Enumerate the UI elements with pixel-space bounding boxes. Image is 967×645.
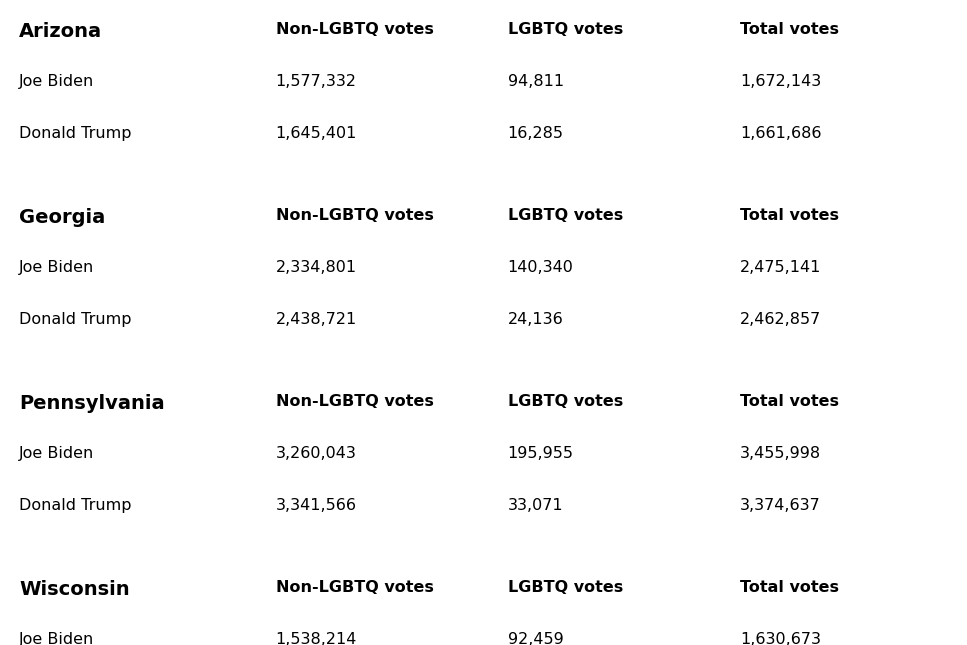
- Text: 1,661,686: 1,661,686: [740, 126, 821, 141]
- Text: 3,341,566: 3,341,566: [276, 498, 357, 513]
- Text: 24,136: 24,136: [508, 312, 564, 327]
- Text: Joe Biden: Joe Biden: [19, 74, 95, 89]
- Text: 2,462,857: 2,462,857: [740, 312, 821, 327]
- Text: 33,071: 33,071: [508, 498, 564, 513]
- Text: Joe Biden: Joe Biden: [19, 260, 95, 275]
- Text: 195,955: 195,955: [508, 446, 573, 461]
- Text: 140,340: 140,340: [508, 260, 573, 275]
- Text: 2,475,141: 2,475,141: [740, 260, 821, 275]
- Text: 2,438,721: 2,438,721: [276, 312, 357, 327]
- Text: Total votes: Total votes: [740, 208, 838, 223]
- Text: Non-LGBTQ votes: Non-LGBTQ votes: [276, 580, 433, 595]
- Text: Non-LGBTQ votes: Non-LGBTQ votes: [276, 22, 433, 37]
- Text: 1,645,401: 1,645,401: [276, 126, 357, 141]
- Text: Joe Biden: Joe Biden: [19, 632, 95, 645]
- Text: Total votes: Total votes: [740, 580, 838, 595]
- Text: LGBTQ votes: LGBTQ votes: [508, 208, 623, 223]
- Text: Non-LGBTQ votes: Non-LGBTQ votes: [276, 394, 433, 409]
- Text: LGBTQ votes: LGBTQ votes: [508, 394, 623, 409]
- Text: 16,285: 16,285: [508, 126, 564, 141]
- Text: Joe Biden: Joe Biden: [19, 446, 95, 461]
- Text: Total votes: Total votes: [740, 22, 838, 37]
- Text: Donald Trump: Donald Trump: [19, 498, 132, 513]
- Text: Pennsylvania: Pennsylvania: [19, 394, 165, 413]
- Text: 1,630,673: 1,630,673: [740, 632, 821, 645]
- Text: 2,334,801: 2,334,801: [276, 260, 357, 275]
- Text: Wisconsin: Wisconsin: [19, 580, 130, 599]
- Text: Arizona: Arizona: [19, 22, 103, 41]
- Text: 3,374,637: 3,374,637: [740, 498, 821, 513]
- Text: Total votes: Total votes: [740, 394, 838, 409]
- Text: 92,459: 92,459: [508, 632, 564, 645]
- Text: 1,577,332: 1,577,332: [276, 74, 357, 89]
- Text: Non-LGBTQ votes: Non-LGBTQ votes: [276, 208, 433, 223]
- Text: 3,455,998: 3,455,998: [740, 446, 821, 461]
- Text: Donald Trump: Donald Trump: [19, 126, 132, 141]
- Text: 3,260,043: 3,260,043: [276, 446, 357, 461]
- Text: 1,538,214: 1,538,214: [276, 632, 357, 645]
- Text: 94,811: 94,811: [508, 74, 564, 89]
- Text: LGBTQ votes: LGBTQ votes: [508, 22, 623, 37]
- Text: Georgia: Georgia: [19, 208, 105, 227]
- Text: 1,672,143: 1,672,143: [740, 74, 821, 89]
- Text: LGBTQ votes: LGBTQ votes: [508, 580, 623, 595]
- Text: Donald Trump: Donald Trump: [19, 312, 132, 327]
